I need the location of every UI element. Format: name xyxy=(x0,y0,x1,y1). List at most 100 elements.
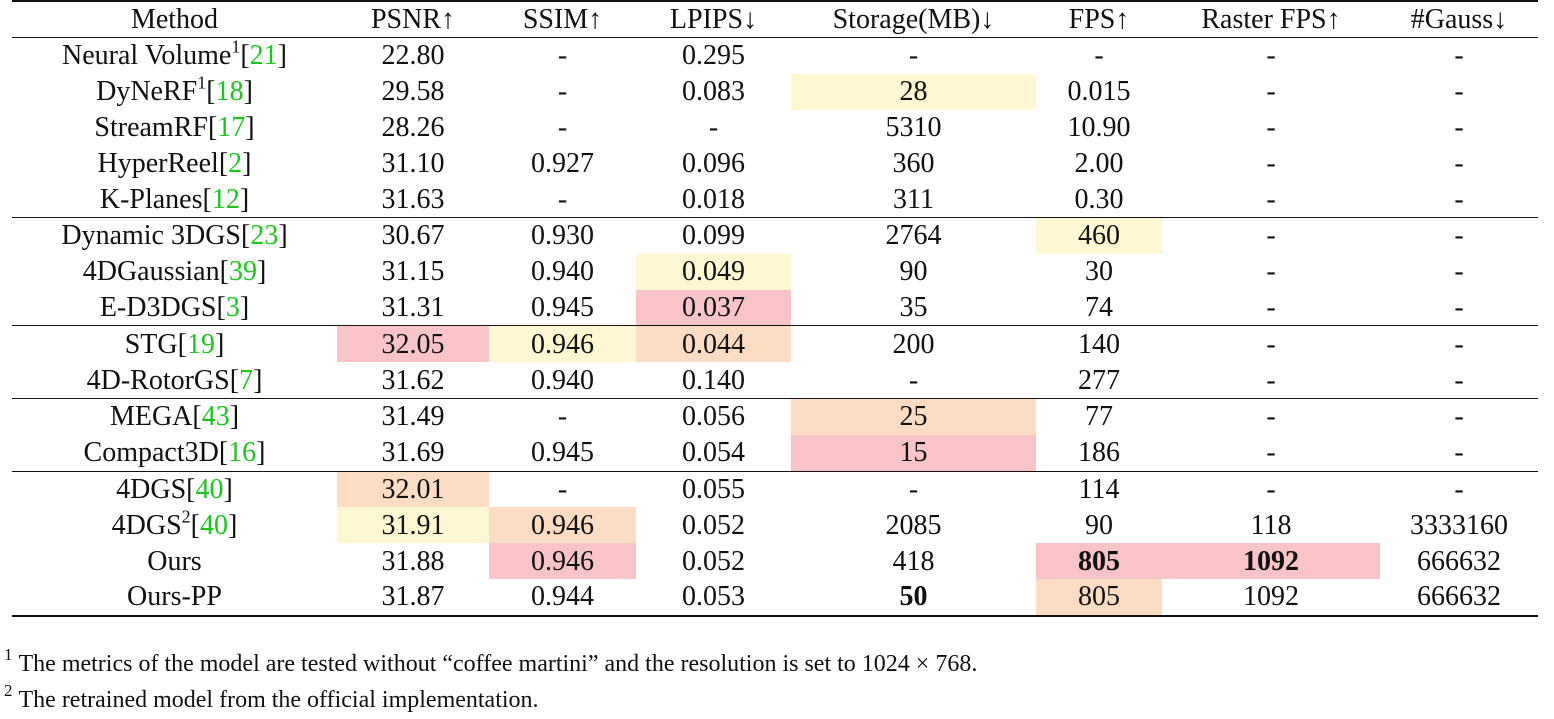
citation-link[interactable]: 43 xyxy=(201,401,230,433)
raster-fps-cell: 1092 xyxy=(1243,581,1299,613)
table-row: Neural Volume1[21] 22.80 - 0.295 - - - - xyxy=(12,38,1538,74)
citation-link[interactable]: 40 xyxy=(195,473,224,505)
table-row: Dynamic 3DGS[23] 30.67 0.930 0.099 2764 460 - - xyxy=(12,217,1538,254)
fps-cell: 74 xyxy=(1085,291,1113,323)
storage-cell: 360 xyxy=(892,147,935,179)
lpips-cell: 0.052 xyxy=(682,509,745,541)
citation-link[interactable]: 16 xyxy=(228,437,257,469)
method-cell: 4D-RotorGS[7] xyxy=(86,364,263,396)
storage-cell: 15 xyxy=(791,434,1036,472)
table-row: 4DGaussian[39] 31.15 0.940 0.049 90 30 - - xyxy=(12,253,1538,290)
lpips-cell: 0.056 xyxy=(682,401,745,433)
ssim-cell: 0.930 xyxy=(531,220,594,252)
method-cell: Ours xyxy=(12,543,337,579)
citation-link[interactable]: 7 xyxy=(239,364,254,396)
citation-link[interactable]: 17 xyxy=(217,111,246,143)
storage-cell: 200 xyxy=(892,328,935,360)
raster-fps-cell: - xyxy=(1266,401,1276,433)
ssim-cell: 0.946 xyxy=(489,325,636,363)
method-cell: DyNeRF1[18] xyxy=(96,72,253,108)
fps-cell: 77 xyxy=(1085,401,1113,433)
method-cell: Ours-PP xyxy=(12,579,337,616)
footnote-marker: 1 xyxy=(231,36,241,57)
gauss-cell: - xyxy=(1454,220,1464,252)
psnr-cell: 28.26 xyxy=(381,111,445,143)
raster-fps-cell: 1092 xyxy=(1162,543,1380,579)
method-cell: 4DGS2[40] xyxy=(111,506,238,541)
citation-link[interactable]: 18 xyxy=(215,76,244,108)
method-name: HyperReel xyxy=(97,147,219,179)
method-name: 4DGS xyxy=(116,473,187,505)
raster-fps-cell: - xyxy=(1266,76,1276,108)
fps-cell: 30 xyxy=(1085,256,1113,288)
table-row: 4DGS[40] 32.01 - 0.055 - 114 - - xyxy=(12,471,1538,508)
footnote-1: 1 The metrics of the model are tested wit… xyxy=(4,646,977,682)
citation-link[interactable]: 3 xyxy=(225,291,240,323)
gauss-cell: - xyxy=(1454,291,1464,323)
citation-link[interactable]: 39 xyxy=(228,256,257,288)
method-cell: K-Planes[12] xyxy=(99,183,250,215)
method-cell: STG[19] xyxy=(124,328,225,360)
psnr-cell: 31.62 xyxy=(381,364,445,396)
fps-cell: 805 xyxy=(1036,578,1162,616)
raster-fps-cell: 118 xyxy=(1250,509,1292,541)
header-ssim: SSIM↑ xyxy=(522,3,603,35)
method-cell: StreamRF[17] xyxy=(94,111,255,143)
ssim-cell: - xyxy=(557,473,568,505)
citation-link[interactable]: 19 xyxy=(186,328,215,360)
method-cell: E-D3DGS[3] xyxy=(99,291,250,323)
citation-link[interactable]: 23 xyxy=(250,220,279,252)
method-name: MEGA xyxy=(109,401,193,433)
fps-cell: 186 xyxy=(1078,437,1120,469)
method-cell: MEGA[43] xyxy=(109,401,240,433)
fps-cell: 90 xyxy=(1085,509,1113,541)
table-row: 4DGS2[40] 31.91 0.946 0.052 2085 90 118 3333160 xyxy=(12,506,1538,544)
table-row: 4D-RotorGS[7] 31.62 0.940 0.140 - 277 - - xyxy=(12,362,1538,398)
raster-fps-cell: - xyxy=(1266,256,1276,288)
lpips-cell: 0.044 xyxy=(636,325,791,363)
table-row: Ours-PP 31.87 0.944 0.053 50 805 1092 666632 xyxy=(12,578,1538,616)
psnr-cell: 31.49 xyxy=(381,401,445,433)
header-storage: Storage(MB)↓ xyxy=(832,3,995,35)
gauss-cell: - xyxy=(1454,364,1464,396)
citation-link[interactable]: 12 xyxy=(211,183,240,215)
ssim-cell: 0.940 xyxy=(531,364,594,396)
footnote-mark: 2 xyxy=(4,680,13,700)
citation-link[interactable]: 2 xyxy=(228,147,243,179)
table-header: Method PSNR↑ SSIM↑ LPIPS↓ Storage(MB)↓ F… xyxy=(12,1,1538,38)
fps-cell: 114 xyxy=(1078,473,1120,505)
footnotes: 1 The metrics of the model are tested wit… xyxy=(4,646,977,718)
method-cell: HyperReel[2] xyxy=(97,147,252,179)
method-name: DyNeRF xyxy=(96,76,198,108)
lpips-cell: 0.295 xyxy=(682,40,745,72)
lpips-cell: 0.037 xyxy=(636,289,791,326)
method-cell: Compact3D[16] xyxy=(83,437,266,469)
citation-link[interactable]: 40 xyxy=(200,509,228,541)
lpips-cell: 0.096 xyxy=(682,147,745,179)
footnote-marker: 1 xyxy=(197,72,207,93)
citation-link[interactable]: 21 xyxy=(249,40,278,72)
footnote-marker: 2 xyxy=(181,506,191,527)
psnr-cell: 31.15 xyxy=(381,256,445,288)
table-row: DyNeRF1[18] 29.58 - 0.083 28 0.015 - - xyxy=(12,74,1538,110)
psnr-cell: 31.88 xyxy=(381,545,445,577)
table-row: Compact3D[16] 31.69 0.945 0.054 15 186 - - xyxy=(12,434,1538,472)
storage-cell: - xyxy=(908,473,919,505)
method-name: E-D3DGS xyxy=(99,291,217,323)
psnr-cell: 31.69 xyxy=(381,437,445,469)
gauss-cell: - xyxy=(1454,183,1464,215)
ssim-cell: 0.944 xyxy=(531,581,594,613)
header-fps: FPS↑ xyxy=(1068,3,1130,35)
method-name: Dynamic 3DGS xyxy=(61,220,241,252)
method-name: K-Planes xyxy=(99,183,203,215)
raster-fps-cell: - xyxy=(1266,111,1276,143)
table-row: Ours 31.88 0.946 0.052 418 805 1092 666632 xyxy=(12,543,1538,579)
fps-cell: 0.30 xyxy=(1074,183,1124,215)
method-name: Compact3D xyxy=(83,437,219,469)
raster-fps-cell: - xyxy=(1266,291,1276,323)
ssim-cell: - xyxy=(557,401,568,433)
psnr-cell: 32.01 xyxy=(337,471,489,508)
gauss-cell: - xyxy=(1454,401,1464,433)
header-lpips: LPIPS↓ xyxy=(669,3,758,35)
fps-cell: 460 xyxy=(1036,217,1162,254)
